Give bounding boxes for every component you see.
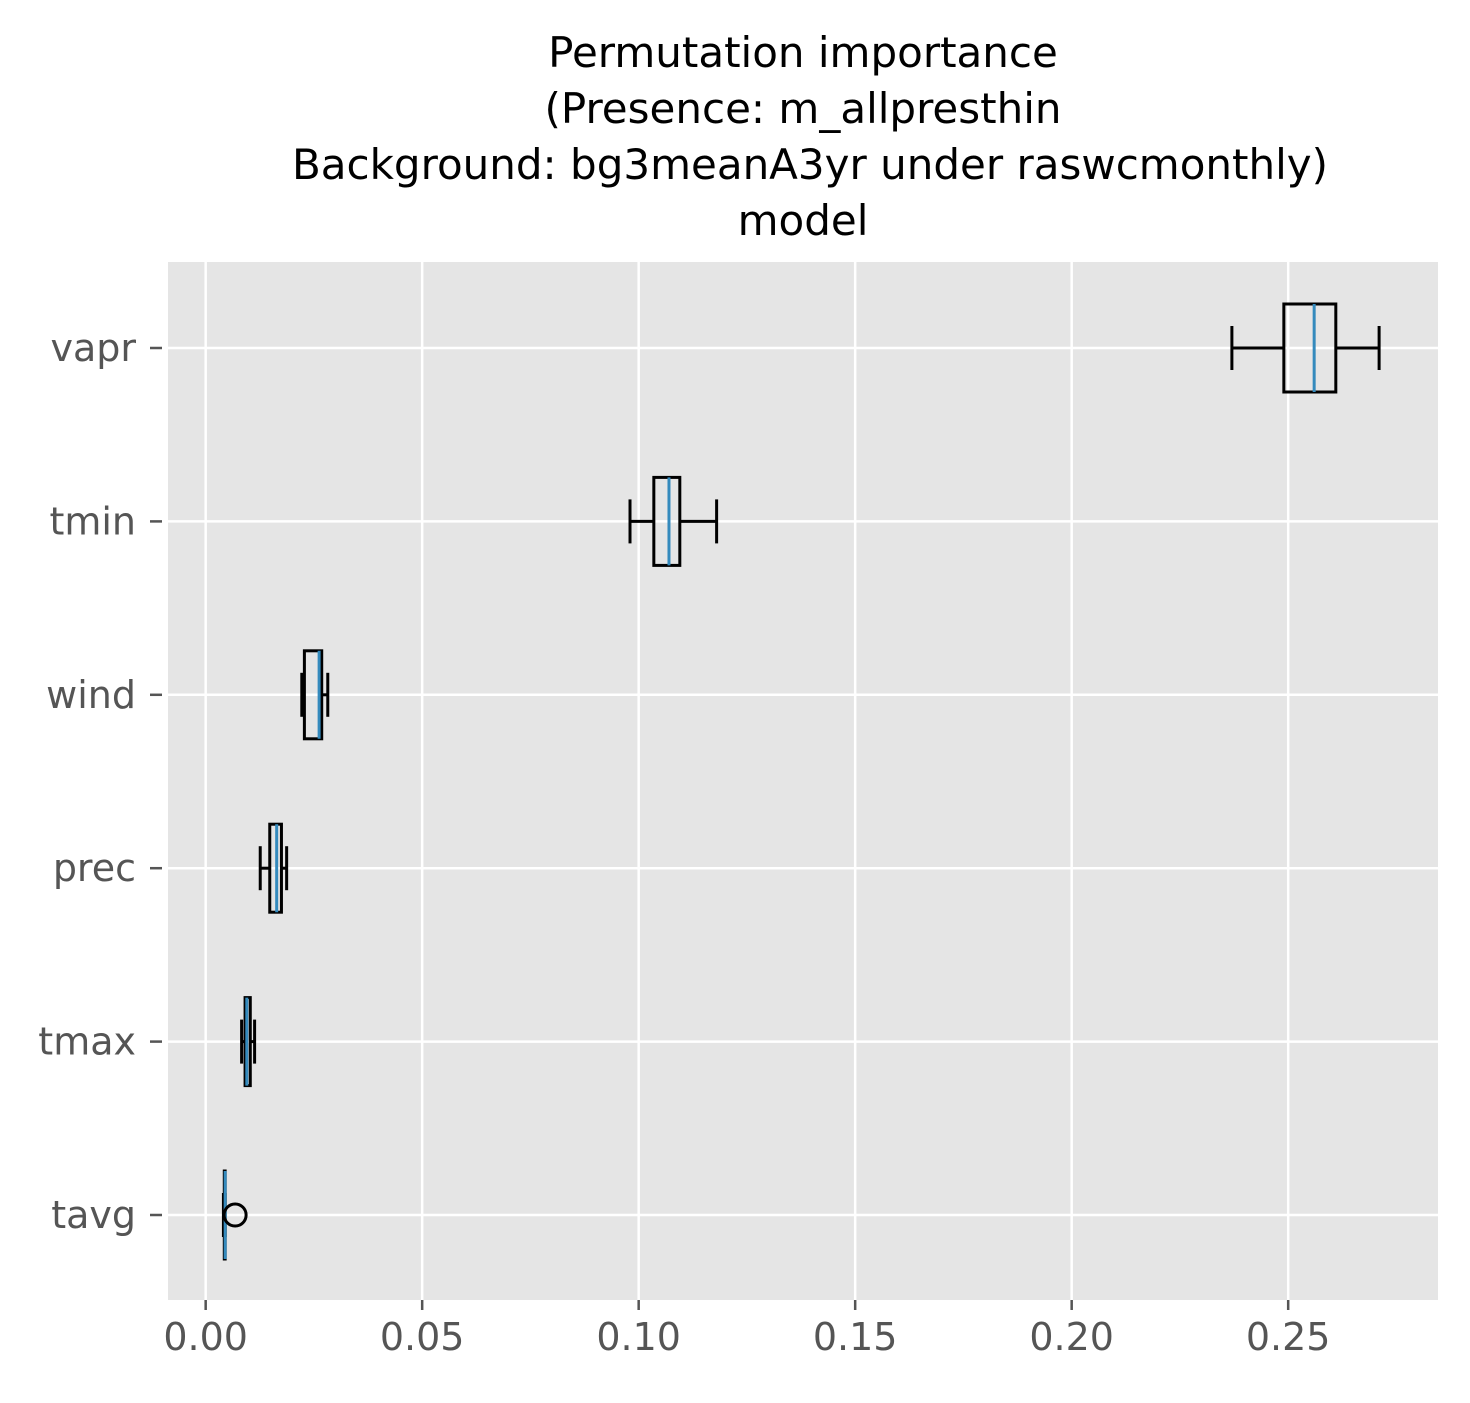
box-tavg [221,1169,248,1261]
box-wind [300,649,330,741]
x-tick-label: 0.15 [813,1315,898,1359]
box-tmax [240,996,257,1088]
chart-title-line-4: model [738,196,869,245]
box-prec [258,822,289,914]
chart-title-line-2: (Presence: m_allpresthin [544,84,1061,133]
x-tick-label: 0.20 [1029,1315,1114,1359]
y-axis: vapr tmin wind prec tmax tavg [38,326,162,1237]
y-tick-label-tmin: tmin [49,499,136,543]
x-tick-label: 0.00 [163,1315,248,1359]
x-axis: 0.00 0.05 0.10 0.15 0.20 0.25 [163,1300,1330,1359]
x-tick-label: 0.10 [596,1315,681,1359]
x-tick-label: 0.05 [380,1315,465,1359]
y-tick-label-prec: prec [53,846,136,890]
x-tick-label: 0.25 [1246,1315,1331,1359]
y-tick-label-vapr: vapr [50,326,136,370]
box-vapr [1230,302,1381,394]
y-tick-label-wind: wind [46,673,136,717]
box-tmin [628,475,719,567]
grid-lines [168,262,1438,1300]
y-tick-label-tavg: tavg [51,1193,136,1237]
chart-title-line-3: Background: bg3meanA3yr under raswcmonth… [292,140,1328,189]
box-iqr [1282,302,1338,394]
chart-title: Permutation importance (Presence: m_allp… [292,28,1328,245]
y-tick-label-tmax: tmax [38,1020,136,1064]
chart-title-line-1: Permutation importance [548,28,1058,77]
plot-area [168,262,1438,1300]
box-series [221,302,1381,1261]
flier-point [222,1202,248,1228]
box-iqr [302,649,324,741]
box-iqr [652,475,682,567]
